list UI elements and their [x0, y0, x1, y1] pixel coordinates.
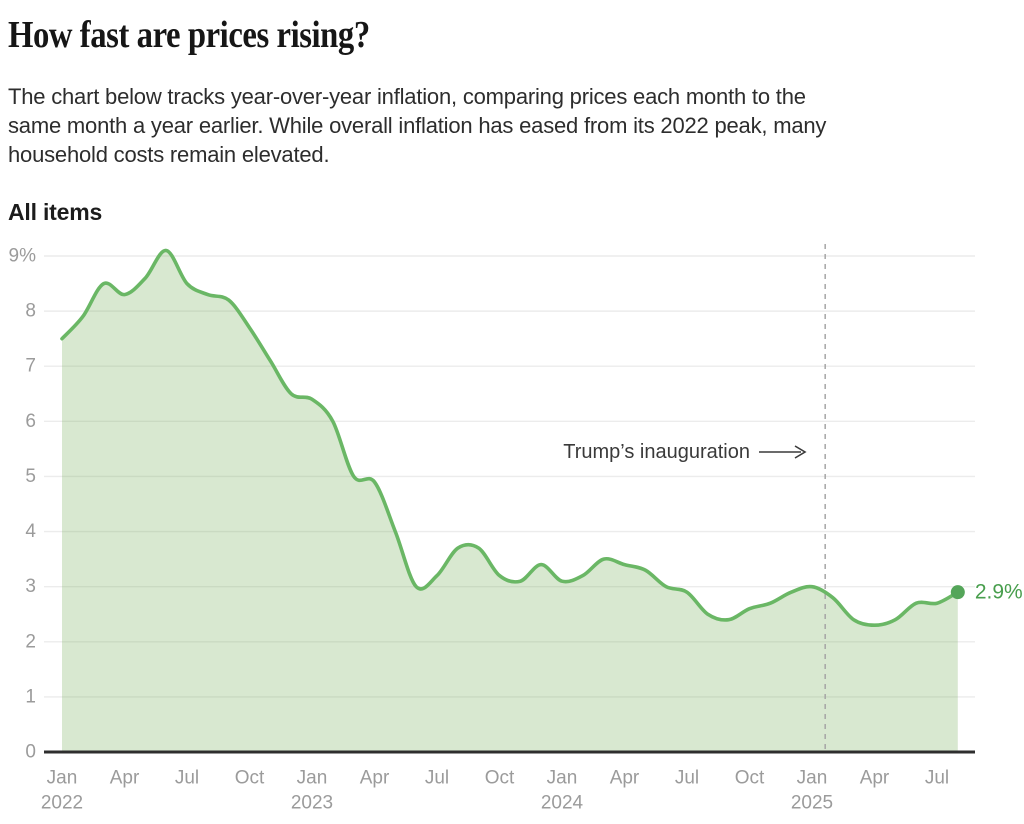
annotation-text: Trump’s inauguration: [563, 441, 750, 463]
inflation-line: [60, 248, 960, 627]
y-tick-label: 9%: [9, 246, 37, 267]
y-tick-label: 3: [25, 576, 36, 597]
x-tick-year-label: 2024: [541, 793, 584, 814]
description-line: The chart below tracks year-over-year in…: [8, 84, 806, 109]
y-tick-label: 8: [25, 301, 36, 322]
y-tick-label: 7: [25, 356, 36, 377]
page-title: How fast are prices rising?: [8, 14, 370, 56]
y-tick-label: 6: [25, 411, 36, 432]
x-tick-month-label: Jan: [297, 768, 328, 789]
x-tick-month-label: Oct: [735, 768, 765, 789]
x-tick-month-label: Oct: [235, 768, 265, 789]
page-description: The chart below tracks year-over-year in…: [8, 82, 826, 169]
x-tick-month-label: Apr: [360, 768, 390, 789]
x-tick-month-label: Jul: [175, 768, 199, 789]
description-line: household costs remain elevated.: [8, 142, 330, 167]
x-tick-month-label: Oct: [485, 768, 515, 789]
y-tick-label: 4: [25, 521, 36, 542]
annotation-arrowhead: [794, 445, 807, 459]
x-tick-month-label: Jul: [925, 768, 949, 789]
x-tick-month-label: Jan: [547, 768, 578, 789]
chart-title: All items: [8, 199, 103, 225]
x-tick-year-label: 2025: [791, 793, 833, 814]
x-tick-month-label: Apr: [110, 768, 140, 789]
x-tick-month-label: Jan: [797, 768, 828, 789]
end-value-label: 2.9%: [975, 581, 1023, 604]
x-tick-month-label: Jan: [47, 768, 78, 789]
x-tick-year-label: 2022: [41, 793, 83, 814]
description-line: same month a year earlier. While overall…: [8, 113, 827, 138]
end-dot: [950, 585, 965, 600]
x-tick-year-label: 2023: [291, 793, 333, 814]
x-tick-month-label: Jul: [675, 768, 699, 789]
x-tick-month-label: Apr: [860, 768, 890, 789]
area-fill: [62, 250, 958, 752]
y-tick-label: 0: [25, 742, 36, 763]
y-tick-label: 1: [25, 686, 36, 707]
y-tick-label: 5: [25, 466, 36, 487]
x-tick-month-label: Apr: [610, 768, 640, 789]
y-tick-label: 2: [25, 631, 36, 652]
x-tick-month-label: Jul: [425, 768, 449, 789]
